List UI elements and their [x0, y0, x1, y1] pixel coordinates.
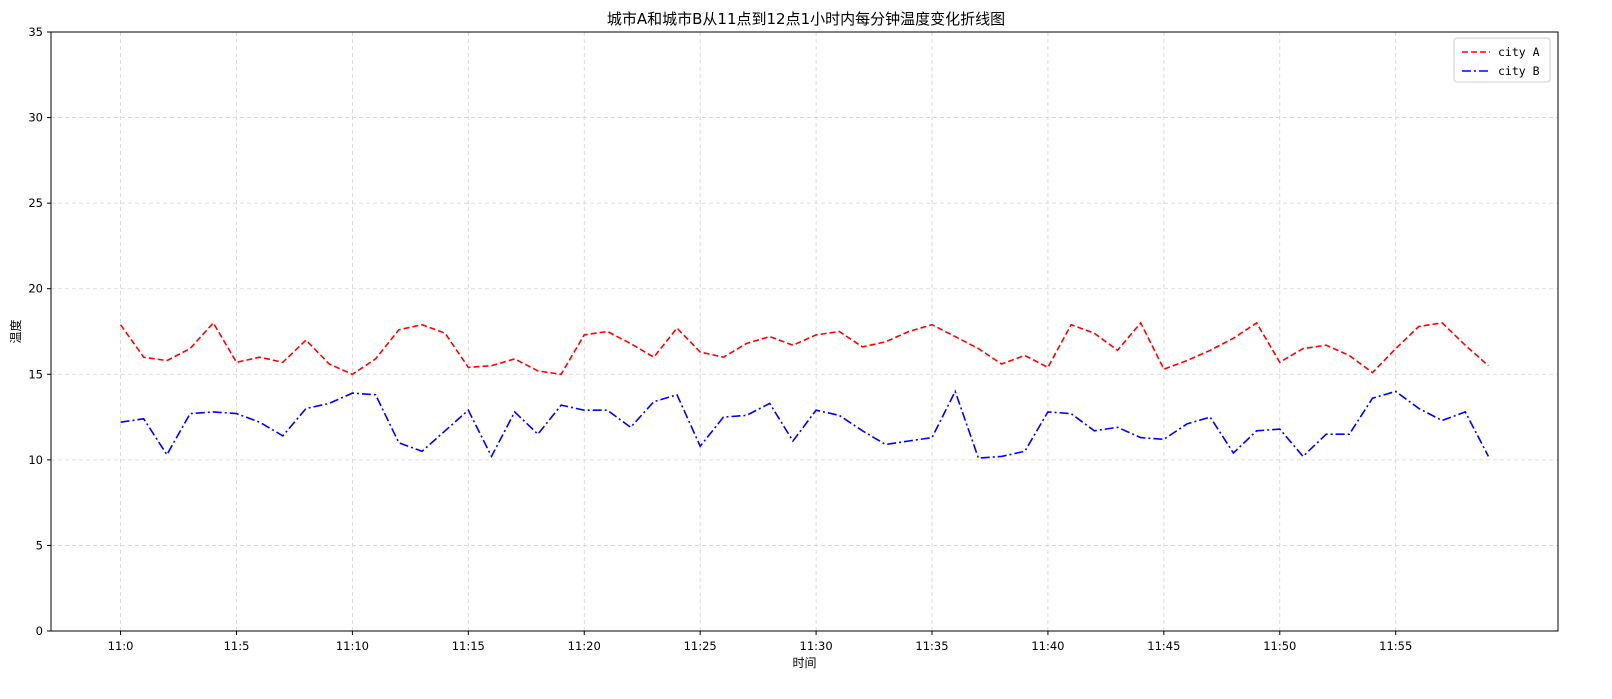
x-tick-label: 11:35 [915, 639, 948, 653]
y-tick-label: 20 [28, 282, 43, 296]
series-line-city-a [119, 321, 1489, 376]
legend-box [1453, 37, 1551, 83]
x-axis-label: 时间 [792, 656, 816, 670]
chart-title: 城市A和城市B从11点到12点1小时内每分钟温度变化折线图 [607, 10, 1005, 28]
y-tick-label: 25 [28, 196, 43, 210]
series-line-city-b [120, 389, 1490, 459]
x-tick-label: 11:10 [336, 639, 369, 653]
x-tick-label: 11:55 [1379, 639, 1412, 653]
x-tick-label: 11:15 [452, 639, 485, 653]
x-tick-label: 11:30 [800, 639, 833, 653]
x-tick-label: 11:45 [1147, 639, 1180, 653]
x-tick-label: 11:50 [1263, 639, 1296, 653]
y-tick-label: 10 [28, 453, 43, 467]
series-lines [119, 321, 1490, 459]
y-tick-label: 35 [28, 25, 43, 39]
x-tick-label: 11:5 [224, 639, 250, 653]
legend: city A city B [1453, 37, 1551, 83]
axis-ticks: 0 5 10 15 20 25 30 35 11:0 11:5 11:10 11:15 11:20 11:… [28, 25, 1412, 653]
legend-label-city-b: city B [1498, 64, 1540, 78]
plot-frame [50, 31, 1559, 632]
grid-lines [51, 31, 1558, 632]
x-tick-label: 11:0 [108, 639, 134, 653]
y-axis-label: 温度 [8, 319, 23, 343]
legend-label-city-a: city A [1498, 45, 1540, 59]
x-tick-label: 11:40 [1031, 639, 1064, 653]
y-tick-label: 0 [36, 624, 43, 638]
y-tick-label: 30 [28, 111, 43, 125]
x-tick-label: 11:25 [684, 639, 717, 653]
x-tick-label: 11:20 [568, 639, 601, 653]
y-tick-label: 5 [36, 538, 43, 552]
y-tick-label: 15 [28, 367, 43, 381]
